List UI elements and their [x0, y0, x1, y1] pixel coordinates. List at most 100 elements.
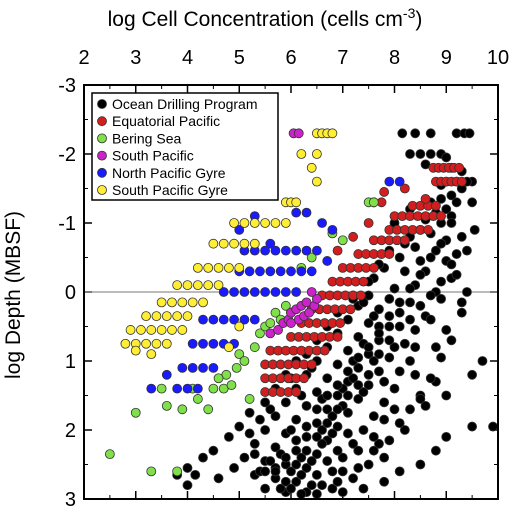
data-point — [291, 445, 302, 456]
data-point — [239, 218, 250, 228]
data-point — [203, 280, 214, 291]
data-point — [286, 266, 296, 277]
data-point — [213, 280, 224, 291]
data-point — [280, 452, 291, 463]
data-point — [430, 342, 441, 353]
data-point — [229, 463, 239, 473]
data-point — [218, 238, 229, 249]
data-point — [363, 218, 374, 228]
data-point — [358, 387, 369, 397]
data-point — [456, 231, 467, 242]
data-point — [451, 197, 462, 208]
data-point — [301, 245, 312, 256]
data-point — [379, 187, 390, 197]
x-tick-label: 4 — [182, 47, 193, 69]
series-equatorial-pacific — [260, 162, 467, 397]
data-point — [327, 483, 338, 494]
data-point — [270, 307, 281, 318]
data-point — [405, 356, 415, 366]
data-point — [286, 466, 296, 477]
data-point — [229, 314, 239, 325]
data-point — [234, 349, 245, 360]
data-point — [229, 218, 239, 228]
x-tick-label: 2 — [78, 47, 89, 69]
axis-ticks: 2 3 4 5 6 7 8 9 10 -3 -2 -1 0 1 2 3 — [58, 47, 509, 511]
data-point — [218, 287, 229, 297]
x-tick-label: 6 — [285, 47, 296, 69]
data-point — [415, 459, 426, 470]
data-point — [394, 418, 405, 429]
data-point — [198, 338, 208, 349]
data-point — [348, 231, 359, 242]
data-point — [270, 466, 281, 477]
data-point — [229, 238, 239, 249]
data-point — [172, 311, 183, 322]
data-point — [467, 369, 478, 380]
data-point — [306, 266, 317, 277]
data-point — [291, 245, 302, 256]
data-point — [306, 359, 317, 370]
data-point — [182, 463, 193, 473]
data-point — [353, 445, 364, 456]
data-point — [410, 325, 421, 335]
data-point — [296, 266, 307, 277]
data-point — [299, 373, 309, 384]
data-point — [265, 318, 276, 328]
data-point — [234, 224, 245, 235]
data-point — [187, 362, 198, 373]
data-point — [161, 311, 172, 322]
data-point — [306, 456, 317, 466]
data-point — [255, 328, 265, 339]
data-point — [327, 466, 338, 477]
series-south-pacific-gyre — [120, 128, 338, 360]
data-point — [436, 211, 446, 222]
data-point — [198, 314, 208, 325]
data-point — [172, 466, 183, 477]
data-point — [368, 445, 379, 456]
data-point — [270, 411, 281, 422]
data-point — [353, 362, 364, 373]
x-tick-label: 5 — [234, 47, 245, 69]
legend-label: Ocean Drilling Program — [112, 96, 258, 112]
data-point — [454, 162, 465, 173]
data-point — [244, 266, 255, 277]
x-tick-label: 7 — [337, 47, 348, 69]
data-point — [255, 414, 265, 425]
legend-label: Bering Sea — [112, 130, 181, 146]
data-point — [208, 338, 219, 349]
data-point — [379, 476, 390, 487]
data-point — [249, 342, 260, 353]
legend-label: South Pacific — [112, 148, 194, 164]
data-point — [280, 245, 291, 256]
data-point — [249, 287, 260, 297]
data-point — [374, 349, 384, 360]
data-point — [291, 287, 302, 297]
data-point — [353, 394, 364, 404]
data-point — [291, 414, 302, 425]
legend-box — [91, 92, 279, 201]
data-point — [368, 311, 379, 322]
data-point — [203, 262, 214, 273]
x-tick-label: 3 — [130, 47, 141, 69]
data-point — [379, 397, 390, 408]
data-point — [239, 287, 250, 297]
data-point — [177, 362, 188, 373]
y-tick-label: -1 — [58, 213, 76, 235]
data-point — [182, 280, 193, 291]
data-point — [203, 404, 214, 415]
data-point — [384, 352, 395, 363]
data-point — [462, 287, 472, 297]
data-point — [223, 342, 234, 353]
data-point — [156, 297, 167, 308]
data-point — [192, 280, 203, 291]
data-point — [425, 373, 436, 384]
data-point — [358, 425, 369, 435]
data-point — [322, 373, 333, 384]
data-point — [337, 466, 348, 477]
data-point — [213, 473, 224, 484]
data-point — [410, 369, 421, 380]
series-north-pacific-gyre — [146, 176, 405, 394]
data-point — [311, 431, 322, 442]
data-point — [192, 383, 203, 394]
data-point — [425, 314, 436, 325]
